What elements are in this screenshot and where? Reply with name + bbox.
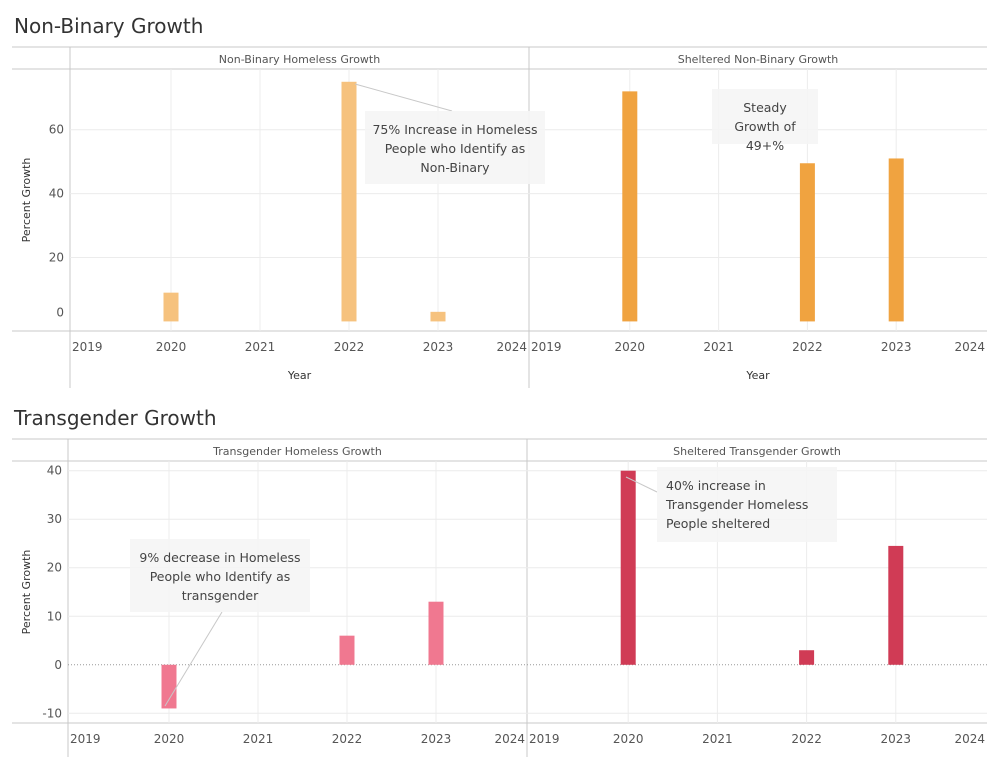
annotation-text: People sheltered (666, 516, 770, 531)
bar-2020 (622, 91, 638, 322)
transgender-section-title: Transgender Growth (14, 406, 217, 430)
x-tick-label: 2021 (243, 732, 274, 746)
x-tick-label: 2024 (496, 340, 527, 354)
annotation-text: 9% decrease in Homeless (139, 550, 300, 565)
annotation-text: Steady (743, 100, 787, 115)
annotation-text: 75% Increase in Homeless (372, 122, 537, 137)
x-axis-title: Year (287, 369, 312, 382)
bar-2022 (339, 635, 355, 665)
annotation-pointer (625, 476, 658, 493)
x-tick-label: 2019 (531, 340, 562, 354)
annotation-text: People who Identify as (385, 141, 526, 156)
bar-2023 (888, 545, 904, 665)
x-tick-label: 2023 (421, 732, 452, 746)
x-tick-label: 2023 (881, 340, 912, 354)
annotation-text: 40% increase in (666, 478, 766, 493)
y-axis-title: Percent Growth (20, 550, 33, 635)
nonbinary-section-title: Non-Binary Growth (14, 14, 204, 38)
x-tick-label: 2021 (703, 340, 734, 354)
y-axis-title: Percent Growth (20, 158, 33, 243)
bar-2020 (163, 292, 179, 322)
annotation-pointer (354, 83, 453, 112)
annotation-pointer (164, 611, 223, 707)
annotation-text: Transgender Homeless (665, 497, 808, 512)
panel-title: Transgender Homeless Growth (212, 445, 382, 458)
bar-2022 (341, 81, 357, 322)
bar-2022 (799, 163, 815, 322)
bar-2020 (161, 664, 177, 709)
y-tick-label: 40 (47, 464, 62, 478)
y-tick-label: 0 (56, 305, 64, 319)
x-tick-label: 2019 (70, 732, 101, 746)
x-tick-label: 2022 (791, 732, 822, 746)
annotation-text: transgender (182, 588, 259, 603)
bar-2023 (888, 158, 904, 322)
x-tick-label: 2019 (72, 340, 103, 354)
bar-2023 (430, 311, 446, 322)
annotation-text: Growth of (734, 119, 796, 134)
panel-title: Non-Binary Homeless Growth (219, 53, 380, 66)
panel-title: Sheltered Non-Binary Growth (678, 53, 839, 66)
annotation-box (712, 89, 818, 144)
x-tick-label: 2019 (529, 732, 560, 746)
x-tick-label: 2023 (423, 340, 454, 354)
annotation-text: Non-Binary (420, 160, 490, 175)
y-tick-label: -10 (42, 706, 62, 720)
panel-title: Sheltered Transgender Growth (673, 445, 841, 458)
x-tick-label: 2020 (154, 732, 185, 746)
annotation-box (657, 467, 837, 542)
y-tick-label: 10 (47, 609, 62, 623)
bar-2023 (428, 601, 444, 665)
x-tick-label: 2022 (332, 732, 363, 746)
x-tick-label: 2024 (494, 732, 525, 746)
annotation-text: People who Identify as (150, 569, 291, 584)
x-tick-label: 2022 (792, 340, 823, 354)
x-tick-label: 2024 (954, 732, 985, 746)
x-tick-label: 2020 (156, 340, 187, 354)
y-tick-label: 20 (49, 251, 64, 265)
x-tick-label: 2020 (615, 340, 646, 354)
x-tick-label: 2024 (954, 340, 985, 354)
annotation-text: 49+% (746, 138, 784, 153)
y-tick-label: 60 (49, 123, 64, 137)
y-tick-label: 0 (54, 658, 62, 672)
y-tick-label: 40 (49, 187, 64, 201)
y-tick-label: 30 (47, 512, 62, 526)
x-tick-label: 2021 (702, 732, 733, 746)
x-tick-label: 2021 (245, 340, 276, 354)
x-axis-title: Year (745, 369, 770, 382)
x-tick-label: 2020 (613, 732, 644, 746)
bar-2022 (799, 650, 815, 665)
annotation-box (130, 539, 310, 612)
y-tick-label: 20 (47, 561, 62, 575)
x-tick-label: 2022 (334, 340, 365, 354)
bar-2020 (620, 470, 636, 665)
annotation-box (365, 111, 545, 184)
x-tick-label: 2023 (881, 732, 912, 746)
